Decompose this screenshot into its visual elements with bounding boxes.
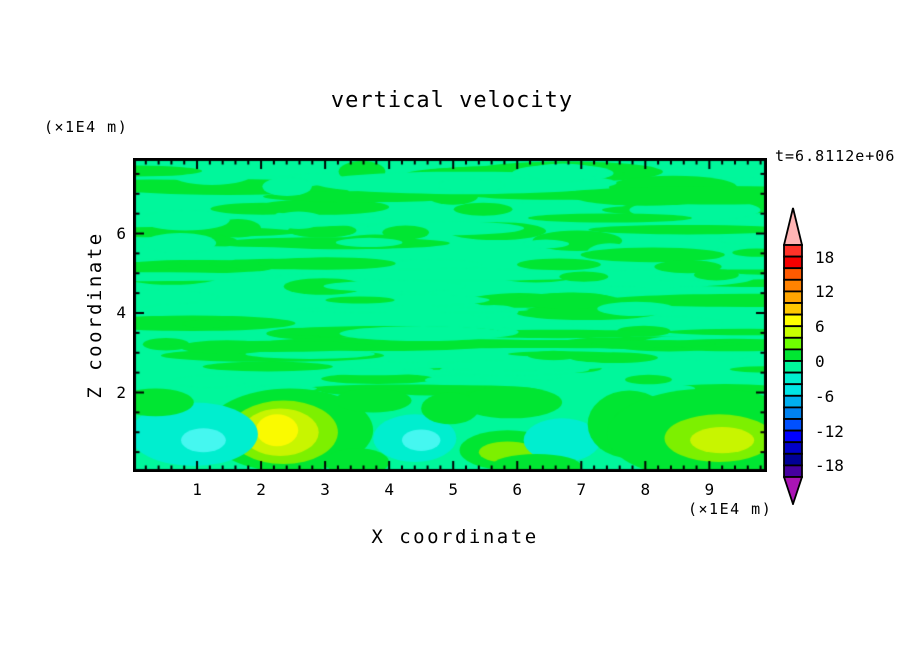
x-tick-label: 8 bbox=[640, 480, 651, 499]
z-axis-unit-label: (×1E4 m) bbox=[44, 118, 129, 136]
z-tick-label: 4 bbox=[116, 303, 126, 322]
colorbar-segment bbox=[783, 290, 803, 304]
colorbar-segment bbox=[783, 244, 803, 258]
x-tick-label: 4 bbox=[384, 480, 394, 499]
x-tick-label: 3 bbox=[320, 480, 330, 499]
colorbar-segment bbox=[783, 452, 803, 467]
colorbar-segment bbox=[783, 278, 803, 293]
plot-title: vertical velocity bbox=[330, 88, 574, 113]
colorbar-segment bbox=[783, 418, 803, 432]
plot-area bbox=[133, 158, 767, 472]
colorbar bbox=[782, 207, 804, 507]
time-annotation: t=6.8112e+06 bbox=[775, 147, 896, 165]
colorbar-tick-label: -18 bbox=[815, 456, 844, 476]
x-tick-label: 2 bbox=[256, 480, 266, 499]
x-axis-unit-label: (×1E4 m) bbox=[688, 500, 773, 518]
colorbar-tick-label: 18 bbox=[815, 247, 835, 267]
colorbar-segment bbox=[783, 302, 803, 316]
colorbar-segment bbox=[783, 348, 803, 362]
z-tick-label: 2 bbox=[116, 382, 126, 402]
colorbar-segment bbox=[783, 441, 803, 455]
colorbar-segment bbox=[783, 464, 803, 478]
x-tick-label: 6 bbox=[512, 480, 523, 499]
colorbar-tick-label: -12 bbox=[815, 421, 844, 441]
colorbar-segment bbox=[783, 313, 803, 328]
colorbar-segment bbox=[783, 371, 803, 386]
x-axis-label: X coordinate bbox=[371, 526, 539, 548]
colorbar-tick-label: 6 bbox=[815, 317, 825, 337]
colorbar-tick-label: 0 bbox=[815, 352, 825, 371]
colorbar-over-arrow bbox=[782, 207, 804, 246]
z-tick-label: 6 bbox=[116, 223, 126, 243]
colorbar-segment bbox=[783, 325, 803, 339]
colorbar-tick-label: 12 bbox=[815, 282, 835, 302]
x-tick-label: 9 bbox=[704, 480, 715, 499]
colorbar-segment bbox=[783, 383, 803, 397]
colorbar-segment bbox=[783, 336, 803, 351]
colorbar-under-arrow bbox=[782, 476, 804, 507]
colorbar-segment bbox=[783, 406, 803, 420]
x-tick-label: 1 bbox=[192, 480, 202, 499]
colorbar-segment bbox=[783, 360, 803, 374]
colorbar-tick-label: -6 bbox=[815, 386, 835, 406]
colorbar-segment bbox=[783, 429, 803, 444]
colorbar-segment bbox=[783, 267, 803, 281]
colorbar-segment bbox=[783, 255, 803, 270]
x-tick-label: 5 bbox=[448, 480, 459, 499]
x-tick-label: 7 bbox=[576, 480, 587, 499]
contour-plot-canvas bbox=[133, 158, 767, 472]
colorbar-segment bbox=[783, 394, 803, 409]
